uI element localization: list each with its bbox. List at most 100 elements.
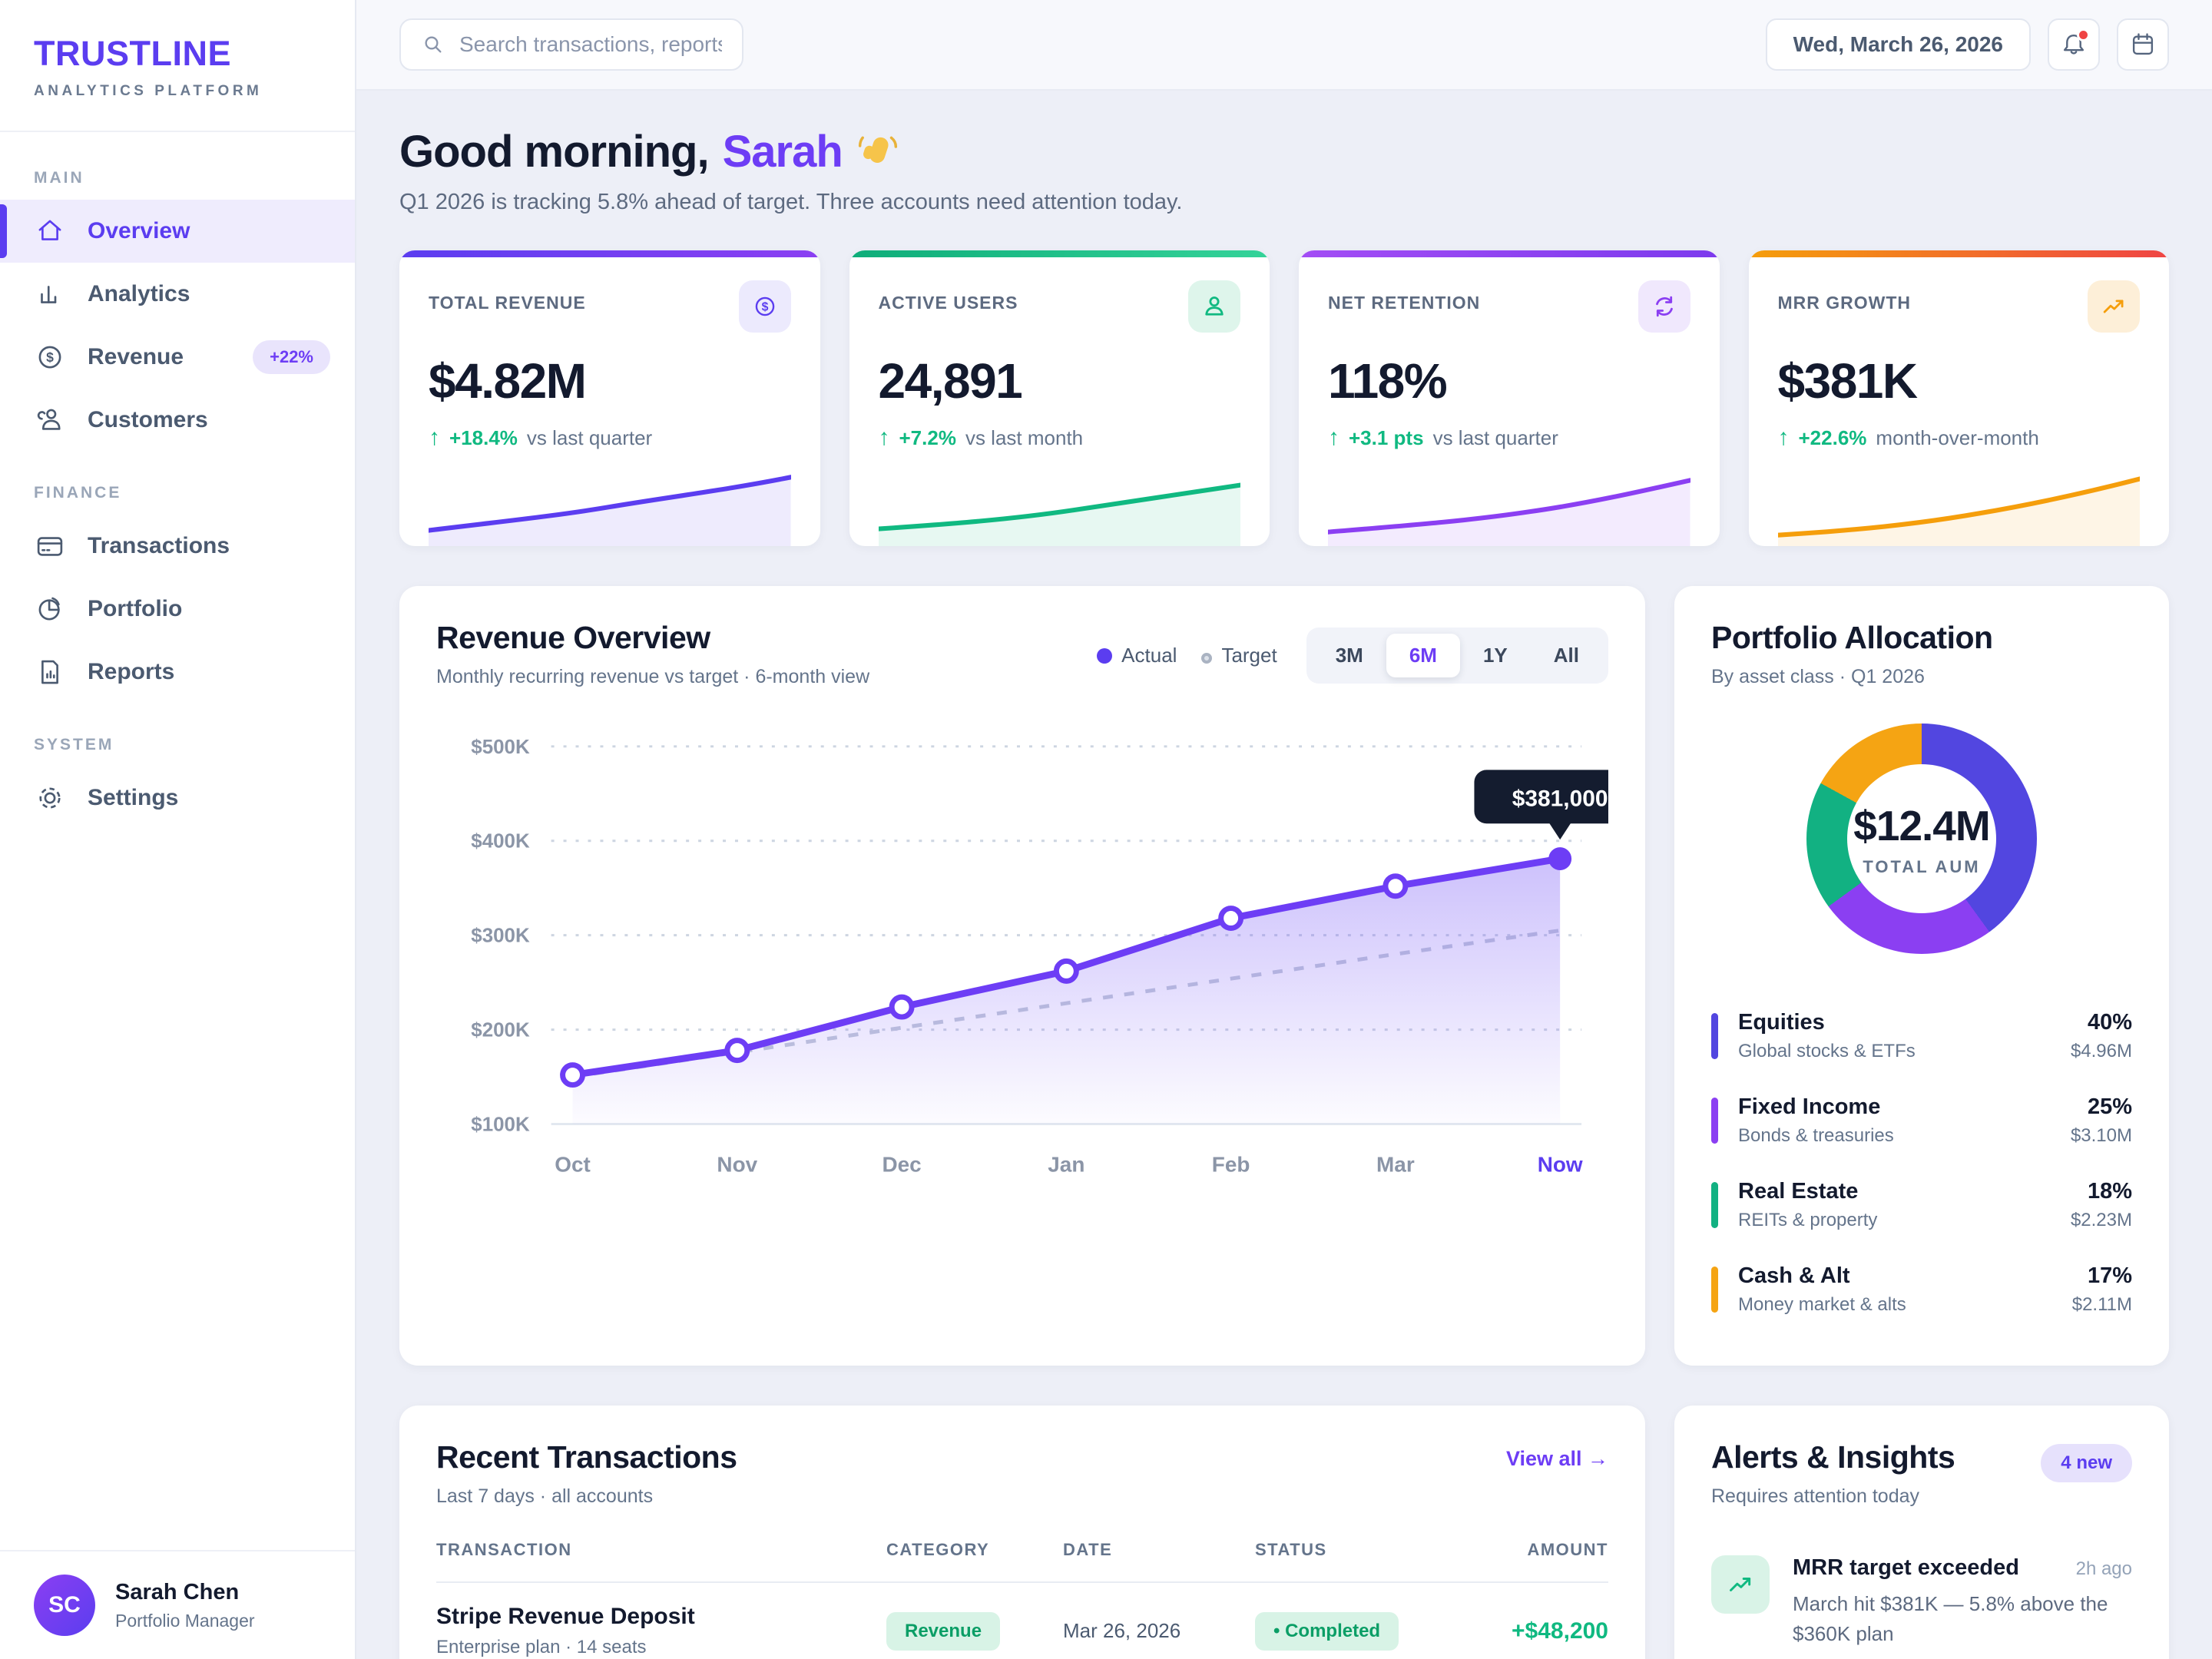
donut-center: $12.4M TOTAL AUM <box>1847 764 1996 913</box>
svg-text:$: $ <box>761 301 768 314</box>
allocation-name: Equities <box>1738 1010 1825 1035</box>
users-icon <box>37 409 61 430</box>
kpi-grid: TOTAL REVENUE $ $4.82M ↑ +18.4% vs last … <box>399 250 2169 546</box>
allocation-name: Cash & Alt <box>1738 1263 1850 1288</box>
sidebar-item-label: Overview <box>88 218 190 243</box>
sidebar-item-label: Reports <box>88 659 175 684</box>
alert-item[interactable]: MRR target exceeded 2h ago March hit $38… <box>1711 1528 2132 1659</box>
range-1y-button[interactable]: 1Y <box>1460 634 1531 677</box>
kpi-card-total-revenue[interactable]: TOTAL REVENUE $ $4.82M ↑ +18.4% vs last … <box>399 250 820 546</box>
view-all-link[interactable]: View all → <box>1505 1447 1608 1470</box>
kpi-card-mrr-growth[interactable]: MRR GROWTH $381K ↑ +22.6% month-over-mon… <box>1748 250 2169 546</box>
svg-text:$400K: $400K <box>471 831 530 853</box>
search-input[interactable] <box>459 32 722 57</box>
dollar-circle-icon: $ <box>738 280 791 333</box>
user-profile[interactable]: SC Sarah Chen Portfolio Manager <box>0 1550 355 1659</box>
revenue-growth-badge: +22% <box>253 340 330 374</box>
kpi-delta-value: +3.1 pts <box>1349 426 1424 449</box>
svg-text:$500K: $500K <box>471 737 530 758</box>
notification-dot <box>2077 28 2090 41</box>
topbar: Wed, March 26, 2026 <box>356 0 2212 91</box>
kpi-card-active-users[interactable]: ACTIVE USERS 24,891 ↑ +7.2% vs last mont… <box>849 250 1270 546</box>
gear-icon <box>39 787 61 809</box>
allocation-row: Equities Global stocks & ETFs 40% $4.96M <box>1711 994 2132 1078</box>
kpi-accent-bar <box>399 250 820 257</box>
waving-hand-icon <box>858 136 897 163</box>
svg-text:Nov: Nov <box>717 1152 757 1176</box>
search-box[interactable] <box>399 18 743 71</box>
new-alerts-badge: 4 new <box>2041 1444 2132 1482</box>
app-tagline: ANALYTICS PLATFORM <box>34 83 263 99</box>
sidebar-item-label: Customers <box>88 407 208 432</box>
trending-up-icon <box>2088 280 2140 333</box>
arrow-up-icon: ↑ <box>1777 425 1790 450</box>
allocation-row: Cash & Alt Money market & alts 17% $2.11… <box>1711 1247 2132 1332</box>
topbar-actions: Wed, March 26, 2026 <box>1765 18 2169 71</box>
arrow-up-icon: ↑ <box>429 425 440 450</box>
alert-icon-chip <box>1711 1555 1770 1614</box>
bottom-row: Recent Transactions Last 7 days · all ac… <box>399 1406 2169 1659</box>
svg-text:Dec: Dec <box>882 1152 921 1176</box>
avatar: SC <box>34 1575 95 1636</box>
notifications-button[interactable] <box>2048 18 2100 71</box>
report-file-icon <box>41 660 58 684</box>
home-icon <box>38 220 61 240</box>
sparkline <box>1328 478 1690 546</box>
sidebar-item-portfolio[interactable]: Portfolio <box>0 578 355 641</box>
sidebar-item-overview[interactable]: Overview <box>0 200 355 263</box>
pie-chart-icon <box>38 597 60 621</box>
user-role: Portfolio Manager <box>115 1610 255 1631</box>
panel-subtitle: Last 7 days · all accounts <box>436 1485 654 1507</box>
refresh-icon <box>1637 280 1690 333</box>
trending-up-icon <box>1730 1578 1751 1591</box>
calendar-button[interactable] <box>2117 18 2169 71</box>
kpi-delta: ↑ +7.2% vs last month <box>879 425 1241 451</box>
kpi-delta-value: +22.6% <box>1798 426 1867 449</box>
svg-text:Mar: Mar <box>1376 1152 1415 1176</box>
sidebar-item-revenue[interactable]: $ Revenue +22% <box>0 326 355 389</box>
sparkline <box>1777 476 2140 546</box>
date-chip[interactable]: Wed, March 26, 2026 <box>1765 18 2031 71</box>
legend-target: Target <box>1201 644 1277 667</box>
sidebar-item-label: Revenue <box>88 344 184 369</box>
kpi-label: NET RETENTION <box>1328 293 1481 313</box>
panel-title: Recent Transactions <box>436 1439 737 1475</box>
kpi-card-net-retention[interactable]: NET RETENTION 118% ↑ +3.1 pts vs last qu… <box>1299 250 1720 546</box>
category-badge: Revenue <box>886 1611 1001 1651</box>
target-dot-icon <box>1201 653 1213 664</box>
kpi-accent-bar <box>1748 250 2169 257</box>
kpi-delta: ↑ +3.1 pts vs last quarter <box>1328 425 1690 451</box>
kpi-label: MRR GROWTH <box>1777 293 1912 313</box>
range-3m-button[interactable]: 3M <box>1313 634 1386 677</box>
allocation-row: Fixed Income Bonds & treasuries 25% $3.1… <box>1711 1078 2132 1163</box>
allocation-donut: $12.4M TOTAL AUM <box>1806 724 2037 954</box>
chart-legend: Actual Target <box>1097 644 1277 667</box>
transaction-date: Mar 26, 2026 <box>1063 1619 1181 1642</box>
kpi-delta-note: vs last month <box>965 426 1084 449</box>
alert-list: MRR target exceeded 2h ago March hit $38… <box>1711 1528 2132 1659</box>
sidebar-item-settings[interactable]: Settings <box>0 767 355 830</box>
calendar-icon <box>2132 33 2154 55</box>
panel-subtitle: By asset class · Q1 2026 <box>1711 666 1925 687</box>
greeting-prefix: Good morning, <box>399 127 710 177</box>
status-badge: • Completed <box>1255 1611 1399 1651</box>
sparkline <box>878 482 1240 546</box>
svg-text:$381,000: $381,000 <box>1512 786 1608 811</box>
range-toggle-group: 3M 6M 1Y All <box>1306 628 1608 684</box>
svg-text:Now: Now <box>1538 1152 1583 1176</box>
table-body: Stripe Revenue Deposit Enterprise plan ·… <box>436 1583 1608 1659</box>
nav-section-main: MAIN <box>34 169 84 187</box>
sidebar-item-transactions[interactable]: Transactions <box>0 515 355 578</box>
allocation-name: Real Estate <box>1738 1179 1859 1204</box>
table-row[interactable]: Stripe Revenue Deposit Enterprise plan ·… <box>436 1583 1608 1659</box>
range-all-button[interactable]: All <box>1531 634 1602 677</box>
sidebar-item-customers[interactable]: Customers <box>0 389 355 452</box>
kpi-value: 24,891 <box>878 353 1023 409</box>
svg-text:$100K: $100K <box>471 1114 530 1135</box>
allocation-name: Fixed Income <box>1738 1094 1881 1119</box>
legend-actual: Actual <box>1097 644 1177 667</box>
sidebar-item-reports[interactable]: Reports <box>0 641 355 704</box>
sidebar-item-analytics[interactable]: Analytics <box>0 263 355 326</box>
range-6m-button[interactable]: 6M <box>1386 634 1460 677</box>
svg-text:$: $ <box>46 349 54 365</box>
